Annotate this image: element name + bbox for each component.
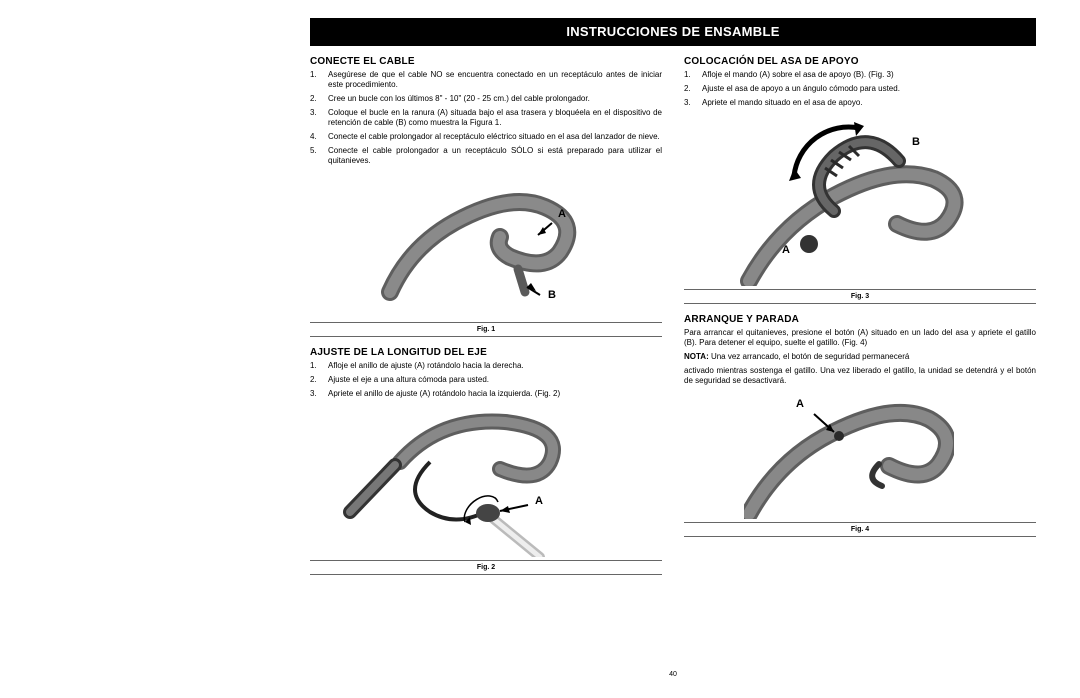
step: Afloje el anillo de ajuste (A) rotándolo… bbox=[310, 361, 662, 371]
fig-label-a: A bbox=[558, 208, 566, 220]
section-title: ARRANQUE Y PARADA bbox=[684, 314, 1036, 325]
step: Conecte el cable prolongador al receptác… bbox=[310, 132, 662, 142]
step: Coloque el bucle en la ranura (A) situad… bbox=[310, 108, 662, 128]
step: Cree un bucle con los últimos 8" - 10" (… bbox=[310, 94, 662, 104]
section-title: AJUSTE DE LA LONGITUD DEL EJE bbox=[310, 347, 662, 358]
fig-label-b: B bbox=[548, 289, 556, 301]
figure-3: A B Fig. 3 bbox=[684, 114, 1036, 304]
right-column: COLOCACIÓN DEL ASA DE APOYO Afloje el ma… bbox=[684, 56, 1036, 585]
paragraph: Para arrancar el quitanieves, presione e… bbox=[684, 328, 1036, 348]
step: Ajuste el asa de apoyo a un ángulo cómod… bbox=[684, 84, 1036, 94]
figure-1: A B Fig. 1 bbox=[310, 172, 662, 337]
figure-4: A Fig. 4 bbox=[684, 392, 1036, 537]
steps-list: Afloje el mando (A) sobre el asa de apoy… bbox=[684, 70, 1036, 108]
left-column: CONECTE EL CABLE Asegúrese de que el cab… bbox=[310, 56, 662, 585]
figure-caption: Fig. 3 bbox=[684, 293, 1036, 300]
banner-title: INSTRUCCIONES DE ENSAMBLE bbox=[310, 18, 1036, 46]
steps-list: Asegúrese de que el cable NO se encuentr… bbox=[310, 70, 662, 166]
steps-list: Afloje el anillo de ajuste (A) rotándolo… bbox=[310, 361, 662, 399]
step: Apriete el mando situado en el asa de ap… bbox=[684, 98, 1036, 108]
paragraph: activado mientras sostenga el gatillo. U… bbox=[684, 366, 1036, 386]
step: Apriete el anillo de ajuste (A) rotándol… bbox=[310, 389, 662, 399]
fig-label-a: A bbox=[535, 495, 543, 507]
paragraph: NOTA: Una vez arrancado, el botón de seg… bbox=[684, 352, 1036, 362]
section-title: CONECTE EL CABLE bbox=[310, 56, 662, 67]
step: Ajuste el eje a una altura cómoda para u… bbox=[310, 375, 662, 385]
step: Afloje el mando (A) sobre el asa de apoy… bbox=[684, 70, 1036, 80]
step: Asegúrese de que el cable NO se encuentr… bbox=[310, 70, 662, 90]
step: Conecte el cable prolongador a un recept… bbox=[310, 146, 662, 166]
section-title: COLOCACIÓN DEL ASA DE APOYO bbox=[684, 56, 1036, 67]
page-number: 40 bbox=[669, 671, 677, 678]
fig-label-a: A bbox=[782, 244, 790, 256]
figure-2: A Fig. 2 bbox=[310, 405, 662, 575]
figure-caption: Fig. 4 bbox=[684, 526, 1036, 533]
figure-caption: Fig. 1 bbox=[310, 326, 662, 333]
fig-label-a: A bbox=[796, 398, 804, 410]
fig-label-b: B bbox=[912, 136, 920, 148]
figure-caption: Fig. 2 bbox=[310, 564, 662, 571]
